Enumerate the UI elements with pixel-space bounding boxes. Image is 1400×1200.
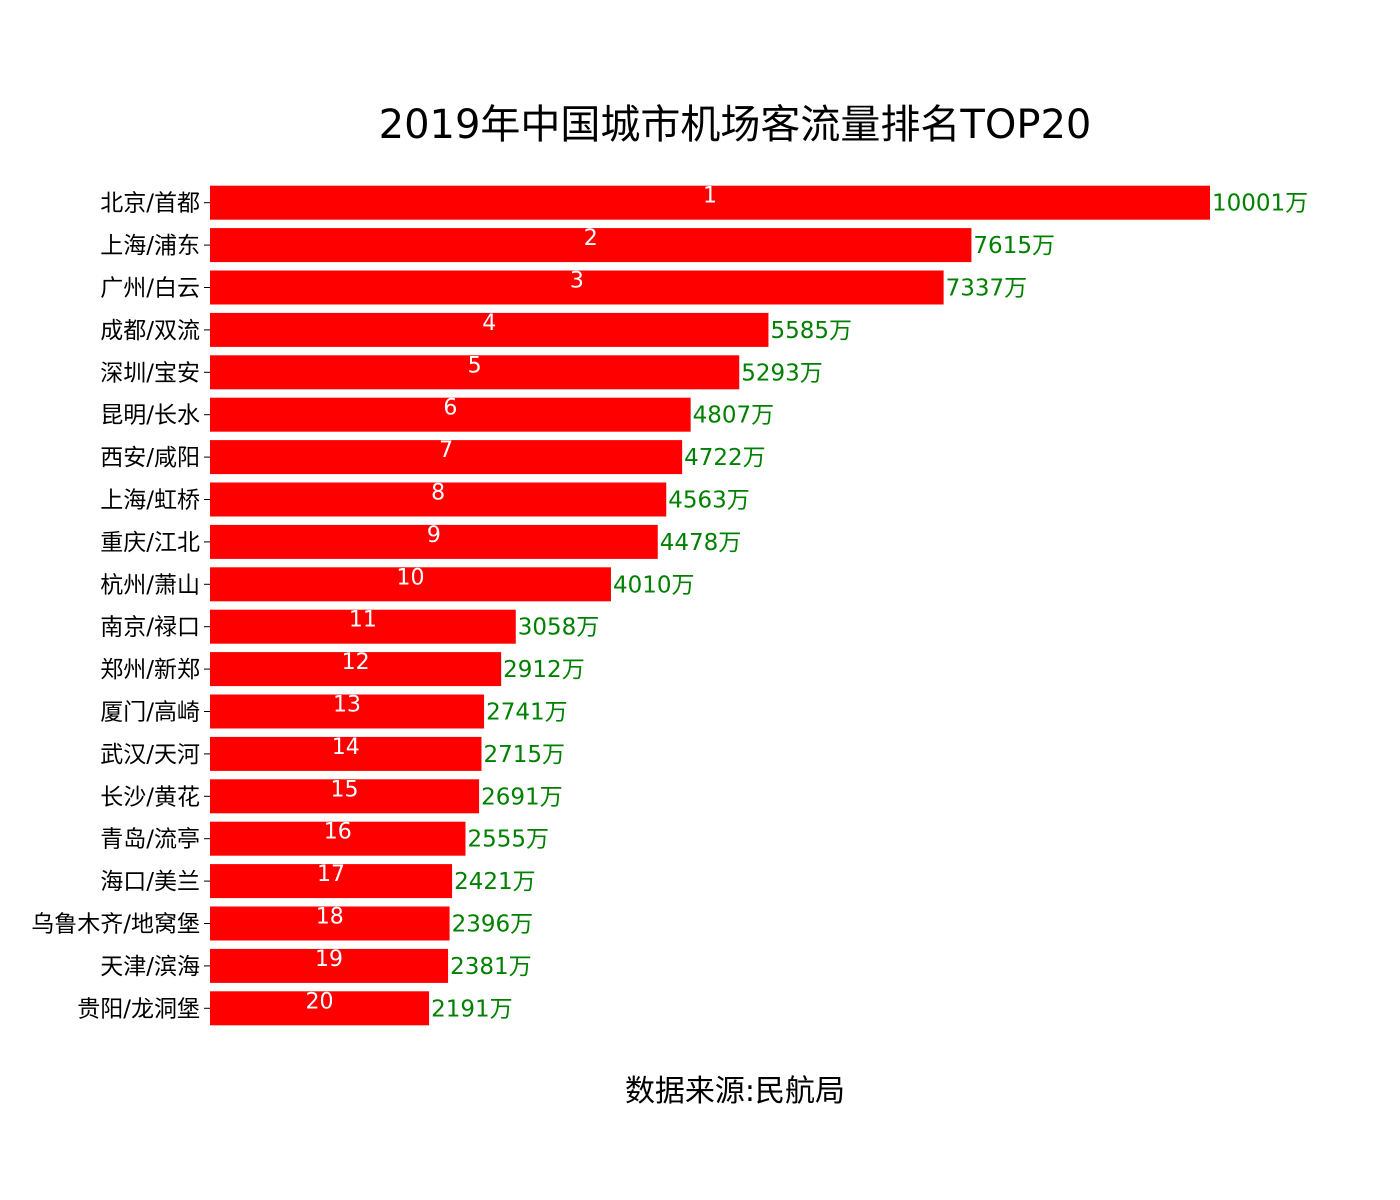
bar	[210, 185, 1210, 220]
bar	[210, 355, 740, 390]
bar	[210, 482, 667, 517]
bar	[210, 609, 516, 644]
value-label: 4722万	[684, 445, 766, 471]
category-label: 西安/咸阳	[100, 445, 200, 471]
value-label: 5293万	[741, 360, 823, 386]
rank-label: 1	[703, 184, 717, 209]
rank-label: 6	[443, 396, 457, 421]
category-label: 杭州/萧山	[100, 572, 200, 598]
bar	[210, 864, 453, 899]
category-label: 广州/白云	[100, 276, 200, 302]
rank-label: 4	[482, 311, 496, 336]
value-label: 4010万	[613, 572, 695, 598]
value-label: 2691万	[481, 784, 563, 810]
value-label: 7615万	[973, 233, 1055, 259]
rank-label: 11	[349, 608, 377, 633]
bar	[210, 736, 482, 771]
rank-label: 18	[316, 905, 344, 930]
category-label: 南京/禄口	[100, 615, 200, 641]
category-label: 厦门/高崎	[100, 700, 200, 726]
bar	[210, 991, 430, 1026]
value-label: 2555万	[467, 827, 549, 853]
value-label: 4807万	[693, 403, 775, 429]
bar	[210, 312, 769, 347]
value-label: 7337万	[946, 276, 1028, 302]
rank-label: 14	[332, 735, 360, 760]
bar	[210, 270, 944, 305]
value-label: 2421万	[454, 869, 536, 895]
value-label: 10001万	[1212, 191, 1308, 217]
bar	[210, 652, 502, 687]
bar	[210, 948, 449, 983]
category-label: 贵阳/龙洞堡	[77, 996, 200, 1022]
rank-label: 10	[396, 565, 424, 590]
rank-label: 16	[324, 820, 352, 845]
bar	[210, 397, 691, 432]
bar	[210, 779, 480, 814]
category-label: 青岛/流亭	[100, 827, 200, 853]
value-label: 2191万	[431, 996, 513, 1022]
category-label: 上海/浦东	[100, 233, 200, 259]
bar	[210, 821, 466, 856]
category-label: 重庆/江北	[100, 530, 200, 556]
rank-label: 2	[584, 226, 598, 251]
category-label: 郑州/新郑	[100, 657, 200, 683]
rank-label: 12	[342, 650, 370, 675]
category-label: 上海/虹桥	[100, 488, 200, 514]
value-label: 3058万	[518, 615, 600, 641]
bar	[210, 906, 450, 941]
rank-label: 8	[431, 481, 445, 506]
category-label: 海口/美兰	[100, 869, 200, 895]
bar	[210, 228, 972, 263]
rank-label: 15	[331, 777, 359, 802]
category-label: 长沙/黄花	[100, 784, 200, 810]
bar	[210, 524, 658, 559]
data-source: 数据来源:民航局	[624, 1074, 846, 1109]
category-label: 武汉/天河	[100, 742, 200, 768]
value-label: 4478万	[660, 530, 742, 556]
bars-group	[210, 185, 1210, 1026]
y-axis: 北京/首都上海/浦东广州/白云成都/双流深圳/宝安昆明/长水西安/咸阳上海/虹桥…	[31, 191, 210, 1022]
category-label: 深圳/宝安	[100, 360, 200, 386]
rank-label: 7	[439, 438, 453, 463]
rank-label: 9	[427, 523, 441, 548]
value-label: 2715万	[483, 742, 565, 768]
category-label: 成都/双流	[100, 318, 200, 344]
rank-label: 19	[315, 947, 343, 972]
chart-title: 2019年中国城市机场客流量排名TOP20	[378, 102, 1092, 148]
labels-group: 1 10001万 2 7615万 3 7337万 4 5585万 5 5293万 6 4807万 7 47…	[306, 184, 1309, 1023]
rank-label: 5	[468, 353, 482, 378]
value-label: 2381万	[450, 954, 532, 980]
rank-label: 3	[570, 269, 584, 294]
bar	[210, 440, 683, 475]
category-label: 乌鲁木齐/地窝堡	[31, 912, 200, 938]
category-label: 北京/首都	[100, 191, 200, 217]
category-label: 昆明/长水	[100, 403, 200, 429]
bar	[210, 694, 485, 729]
bar	[210, 567, 611, 602]
value-label: 4563万	[668, 488, 750, 514]
rank-label: 17	[317, 862, 345, 887]
rank-label: 13	[333, 693, 361, 718]
value-label: 2741万	[486, 700, 568, 726]
category-label: 天津/滨海	[100, 954, 200, 980]
value-label: 2912万	[503, 657, 585, 683]
value-label: 2396万	[452, 912, 534, 938]
rank-label: 20	[306, 989, 334, 1014]
value-label: 5585万	[770, 318, 852, 344]
